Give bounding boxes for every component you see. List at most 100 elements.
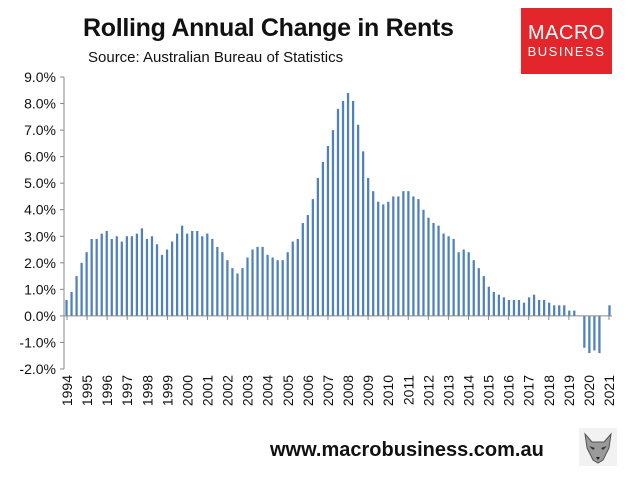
bar [196, 230, 199, 316]
y-tick-label: 0.0% [24, 308, 56, 324]
bar [502, 297, 506, 316]
bar [487, 286, 490, 316]
bar [517, 299, 521, 316]
bar [256, 246, 259, 316]
bar [482, 276, 485, 316]
bar [201, 236, 204, 316]
website-url: www.macrobusiness.com.au [270, 439, 544, 461]
bar [251, 249, 254, 316]
bar [125, 236, 128, 316]
bar [351, 100, 355, 316]
bar [477, 268, 480, 316]
bar [85, 252, 88, 316]
y-tick-label: 8.0% [24, 96, 56, 112]
bar [472, 260, 475, 316]
bar [140, 228, 144, 316]
bar [537, 299, 541, 316]
x-tick-label: 2007 [320, 375, 336, 406]
bar [211, 238, 214, 316]
x-tick-label: 2018 [541, 375, 557, 406]
x-tick-label: 2006 [300, 375, 316, 406]
y-tick-label: 4.0% [24, 202, 56, 218]
bar [296, 238, 299, 316]
bar [432, 223, 435, 316]
x-tick-label: 2009 [360, 375, 376, 406]
bar [593, 315, 596, 351]
bar [598, 315, 601, 354]
x-tick-label: 2003 [240, 375, 256, 406]
x-tick-label: 1994 [59, 375, 75, 406]
x-tick-label: 1995 [79, 375, 95, 406]
bar [507, 299, 511, 316]
bar [281, 260, 284, 316]
x-tick-label: 2008 [340, 375, 356, 406]
x-tick-label: 1997 [119, 375, 135, 406]
bar [231, 268, 234, 316]
x-tick-label: 2000 [179, 375, 195, 406]
bar [105, 230, 108, 316]
bar [377, 201, 380, 316]
bar [90, 238, 93, 316]
bar [75, 276, 78, 316]
bar [175, 233, 179, 316]
bar [100, 233, 103, 316]
bar [70, 292, 73, 316]
x-tick-label: 2015 [481, 375, 497, 406]
bar [316, 177, 320, 316]
x-tick-label: 2010 [380, 375, 396, 406]
bar [331, 130, 335, 316]
bar [452, 238, 455, 316]
x-axis-labels: 1994 1995 1996 1997 1998 1999 2000 2001 2002 2003… [59, 315, 617, 406]
bar [306, 215, 309, 316]
bar [170, 241, 174, 316]
logo-line-2: BUSINESS [527, 44, 606, 59]
bar [356, 124, 360, 316]
bar [226, 260, 229, 316]
chart-title: Rolling Annual Change in Rents [83, 14, 454, 42]
x-tick-label: 2017 [521, 375, 537, 406]
bar [437, 225, 440, 316]
bar [467, 252, 470, 316]
bar [558, 305, 561, 316]
bar [95, 238, 98, 316]
bar [120, 241, 123, 316]
x-tick-label: 2013 [440, 375, 456, 406]
bar [115, 236, 118, 316]
x-tick-label: 2005 [280, 375, 296, 406]
bar [387, 201, 390, 316]
x-tick-label: 2020 [581, 375, 597, 406]
bar [568, 310, 571, 316]
y-tick-label: 5.0% [24, 175, 56, 191]
bar [80, 262, 83, 316]
bar [221, 252, 224, 316]
bar [326, 146, 330, 316]
bar [236, 273, 239, 316]
bar [110, 238, 113, 316]
wolf-mascot-icon [579, 428, 617, 466]
bar-chart: 9.0% 8.0% 7.0% 6.0% 5.0% 4.0% 3.0% 2.0% 1.0% 0.0%… [19, 69, 617, 406]
bar [382, 204, 385, 316]
x-tick-label: 2021 [601, 375, 617, 406]
x-tick-label: 1998 [139, 375, 155, 406]
bar [442, 233, 445, 316]
x-tick-label: 2014 [461, 375, 477, 406]
bar [512, 299, 516, 316]
bar [397, 196, 400, 316]
bar [412, 196, 415, 316]
chart-subtitle: Source: Australian Bureau of Statistics [88, 49, 344, 66]
x-tick-label: 2019 [561, 375, 577, 406]
x-tick-label: 2011 [400, 375, 416, 405]
x-tick-label: 1996 [99, 375, 115, 406]
x-tick-label: 2012 [420, 375, 436, 406]
y-tick-label: 6.0% [24, 149, 56, 165]
bar [191, 230, 194, 316]
y-tick-label: -1.0% [19, 334, 56, 350]
bar [311, 199, 314, 316]
y-tick-label: 2.0% [24, 255, 56, 271]
bar [532, 294, 536, 316]
x-tick-label: 2004 [260, 375, 276, 406]
bar [291, 241, 294, 316]
bar [341, 100, 345, 316]
bar [261, 246, 264, 316]
bar [321, 161, 325, 316]
